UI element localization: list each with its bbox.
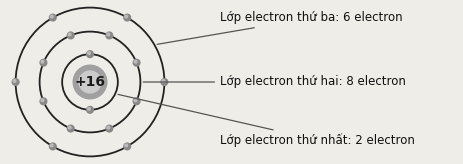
Circle shape xyxy=(79,71,101,93)
Circle shape xyxy=(88,107,90,110)
Text: Lớp electron thứ nhất: 2 electron: Lớp electron thứ nhất: 2 electron xyxy=(118,94,414,147)
Circle shape xyxy=(50,14,56,21)
Circle shape xyxy=(124,143,130,150)
Circle shape xyxy=(106,126,109,129)
Circle shape xyxy=(40,98,47,105)
Circle shape xyxy=(124,14,130,21)
Circle shape xyxy=(87,51,93,58)
Circle shape xyxy=(134,60,137,63)
Circle shape xyxy=(50,15,53,18)
Text: Lớp electron thứ hai: 8 electron: Lớp electron thứ hai: 8 electron xyxy=(143,75,405,89)
Circle shape xyxy=(68,33,71,36)
Circle shape xyxy=(134,99,137,102)
Circle shape xyxy=(50,143,56,150)
Circle shape xyxy=(87,106,93,113)
Circle shape xyxy=(125,144,127,147)
Circle shape xyxy=(41,60,44,63)
Circle shape xyxy=(50,144,53,147)
Circle shape xyxy=(106,32,113,39)
Circle shape xyxy=(106,33,109,36)
Circle shape xyxy=(161,79,168,85)
Text: +16: +16 xyxy=(75,75,105,89)
Circle shape xyxy=(88,52,90,54)
Circle shape xyxy=(68,126,71,129)
Circle shape xyxy=(125,15,127,18)
Circle shape xyxy=(40,59,47,66)
Circle shape xyxy=(41,99,44,102)
Circle shape xyxy=(106,125,113,132)
Circle shape xyxy=(162,80,164,82)
Circle shape xyxy=(133,98,140,105)
Circle shape xyxy=(13,80,16,82)
Circle shape xyxy=(67,125,74,132)
Circle shape xyxy=(73,65,106,99)
Text: Lớp electron thứ ba: 6 electron: Lớp electron thứ ba: 6 electron xyxy=(157,11,402,44)
Circle shape xyxy=(12,79,19,85)
Circle shape xyxy=(133,59,140,66)
Circle shape xyxy=(67,32,74,39)
